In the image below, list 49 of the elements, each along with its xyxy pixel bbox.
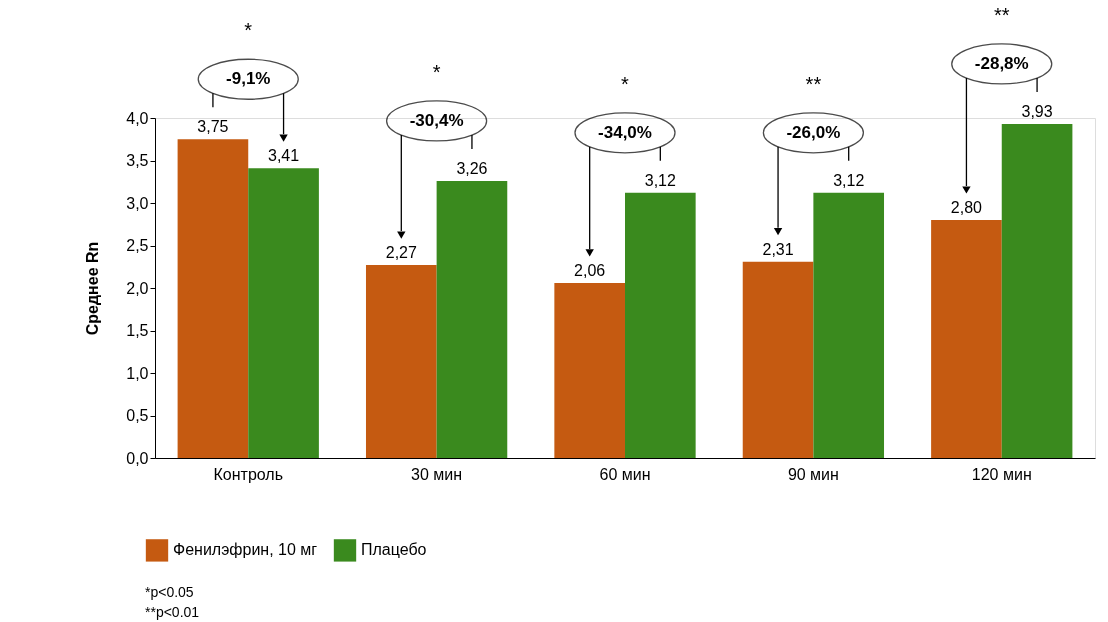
data-label: 3,26 bbox=[456, 159, 488, 177]
data-label: 2,80 bbox=[950, 199, 983, 216]
y-tick-label: 3,0 bbox=[126, 194, 149, 212]
legend-label: Фенилэфрин, 10 мг bbox=[173, 541, 318, 559]
y-tick-label: 4,0 bbox=[126, 109, 149, 127]
text: * bbox=[432, 60, 441, 83]
text: -28,8% bbox=[974, 53, 1029, 73]
text: *p<0.05 bbox=[145, 584, 194, 600]
text: * bbox=[621, 72, 630, 95]
bar bbox=[436, 180, 508, 458]
legend-label: Плацебо bbox=[361, 541, 427, 559]
data-label: 2,06 bbox=[574, 261, 606, 279]
data-label: 3,75 bbox=[197, 118, 229, 136]
text: ** bbox=[993, 3, 1010, 26]
data-label: 3,12 bbox=[644, 171, 676, 189]
text: ** bbox=[805, 72, 822, 95]
annotation: -34,0% bbox=[598, 122, 652, 142]
data-label: 2,31 bbox=[762, 240, 794, 258]
text: -9,1% bbox=[226, 69, 271, 89]
y-tick-label: 1,5 bbox=[126, 322, 149, 339]
bar bbox=[1001, 123, 1073, 458]
y-tick-label: 0,0 bbox=[126, 449, 149, 467]
bar bbox=[813, 192, 885, 458]
bar bbox=[625, 192, 696, 458]
text: * bbox=[244, 19, 253, 42]
annotation: -30,4% bbox=[409, 110, 464, 130]
y-tick-label: 2,5 bbox=[126, 237, 149, 254]
x-tick-label: 30 мин bbox=[411, 465, 463, 483]
bar bbox=[554, 282, 625, 458]
x-tick-label: 120 мин bbox=[971, 465, 1032, 483]
text: **p<0.01 bbox=[145, 604, 200, 620]
y-tick-label: 0,5 bbox=[126, 407, 149, 424]
annotation: -26,0% bbox=[786, 122, 841, 142]
data-label: 3,12 bbox=[833, 171, 865, 189]
y-axis-title: Среднее Rn bbox=[84, 241, 102, 336]
bar bbox=[365, 265, 437, 458]
data-label: 2,27 bbox=[385, 244, 417, 262]
x-tick-label: Контроль bbox=[213, 465, 283, 483]
bar bbox=[742, 261, 814, 458]
bar bbox=[177, 139, 249, 458]
data-label: 3,93 bbox=[1021, 102, 1053, 120]
y-tick-label: 1,0 bbox=[126, 364, 149, 382]
bar bbox=[248, 168, 319, 458]
data-label: 3,41 bbox=[268, 147, 300, 165]
x-tick-label: 90 мин bbox=[787, 465, 839, 483]
y-tick-label: 2,0 bbox=[126, 279, 149, 297]
x-tick-label: 60 мин bbox=[599, 465, 651, 483]
bar bbox=[931, 220, 1002, 458]
y-tick-label: 3,5 bbox=[126, 152, 149, 169]
